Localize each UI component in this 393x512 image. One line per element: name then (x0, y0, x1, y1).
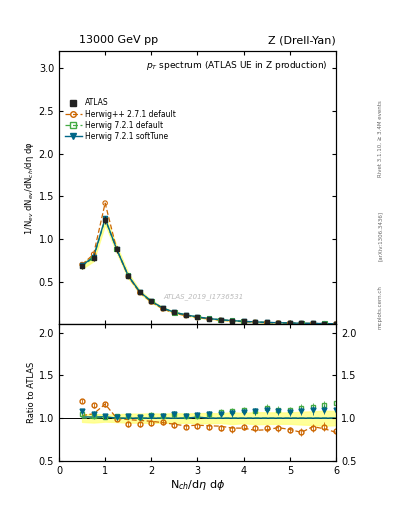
Point (194, 313, 200, 322)
Point (148, 297, 154, 305)
Point (310, 319, 316, 328)
Y-axis label: 1/N$_{ev}$ dN$_{ev}$/dN$_{ch}$/dη dφ: 1/N$_{ev}$ dN$_{ev}$/dN$_{ch}$/dη dφ (23, 141, 36, 234)
Legend: ATLAS, Herwig++ 2.7.1 default, Herwig 7.2.1 default, Herwig 7.2.1 softTune: ATLAS, Herwig++ 2.7.1 default, Herwig 7.… (63, 96, 178, 143)
Point (275, 319, 281, 327)
Point (310, 319, 316, 328)
Point (275, 318, 281, 327)
Point (229, 316, 235, 325)
Y-axis label: Ratio to ATLAS: Ratio to ATLAS (27, 362, 36, 423)
Point (206, 315, 212, 323)
Point (171, 308, 178, 316)
Point (321, 319, 328, 328)
Point (114, 245, 120, 253)
Point (241, 317, 247, 326)
Point (333, 319, 339, 328)
Point (125, 271, 131, 280)
Text: Rivet 3.1.10, ≥ 3.4M events: Rivet 3.1.10, ≥ 3.4M events (378, 100, 383, 177)
Point (298, 319, 305, 328)
Point (252, 318, 258, 326)
Point (217, 316, 224, 324)
Point (125, 271, 131, 280)
Point (160, 304, 166, 312)
X-axis label: N$_{ch}$/d$\eta$ d$\phi$: N$_{ch}$/d$\eta$ d$\phi$ (170, 478, 225, 493)
Text: [arXiv:1306.3436]: [arXiv:1306.3436] (378, 210, 383, 261)
Point (90, 253, 97, 261)
Point (90, 253, 97, 262)
Text: Z (Drell-Yan): Z (Drell-Yan) (268, 35, 336, 45)
Text: $p_T$ spectrum (ATLAS UE in Z production): $p_T$ spectrum (ATLAS UE in Z production… (146, 59, 328, 72)
Point (264, 318, 270, 327)
Point (114, 245, 120, 253)
Point (79, 261, 85, 269)
Point (137, 289, 143, 297)
Point (160, 304, 166, 312)
Point (264, 318, 270, 327)
Point (229, 317, 235, 325)
Point (183, 311, 189, 319)
Point (287, 319, 293, 327)
Text: 13000 GeV pp: 13000 GeV pp (79, 35, 158, 45)
Point (252, 318, 258, 326)
Point (217, 315, 224, 324)
Point (171, 309, 178, 317)
Text: mcplots.cern.ch: mcplots.cern.ch (378, 285, 383, 329)
Point (206, 314, 212, 323)
Point (160, 305, 166, 313)
Point (102, 215, 108, 223)
Point (183, 312, 189, 320)
Point (125, 272, 131, 281)
Point (102, 215, 108, 223)
Point (171, 308, 178, 316)
Point (183, 311, 189, 319)
Point (310, 319, 316, 328)
Point (137, 288, 143, 296)
Point (298, 319, 305, 327)
Point (194, 313, 200, 321)
Point (287, 319, 293, 327)
Point (264, 318, 270, 327)
Point (217, 315, 224, 324)
Point (321, 319, 328, 328)
Point (102, 199, 108, 207)
Point (148, 298, 154, 306)
Point (241, 317, 247, 326)
Point (206, 314, 212, 323)
Point (241, 317, 247, 326)
Text: ATLAS_2019_I1736531: ATLAS_2019_I1736531 (163, 293, 243, 300)
Point (252, 318, 258, 326)
Point (137, 288, 143, 296)
Point (79, 261, 85, 269)
Point (321, 319, 328, 328)
Point (333, 319, 339, 328)
Point (90, 250, 97, 259)
Point (114, 245, 120, 253)
Point (79, 262, 85, 270)
Point (333, 319, 339, 328)
Point (194, 313, 200, 321)
Point (287, 319, 293, 327)
Point (148, 297, 154, 305)
Point (229, 316, 235, 325)
Point (298, 319, 305, 327)
Point (275, 318, 281, 327)
